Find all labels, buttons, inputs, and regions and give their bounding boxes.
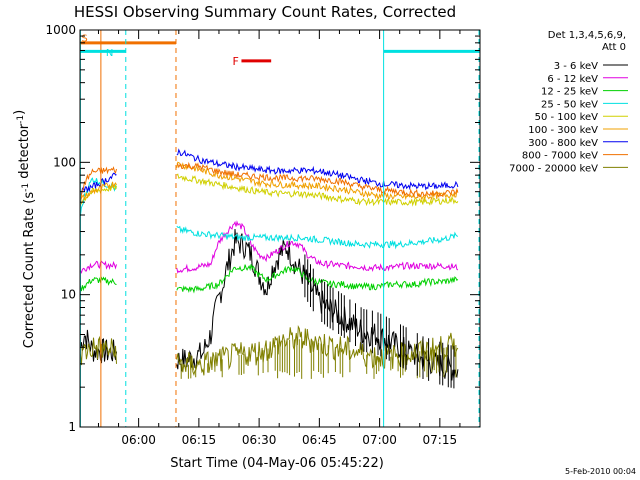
series-line-300-800-kev-0 [80, 172, 117, 196]
series-line-6-12-kev-1 [176, 220, 459, 274]
series-line-25-50-kev-1 [176, 225, 459, 250]
y-axis-label: Corrected Count Rate (s-1 detector-1) [12, 110, 37, 348]
legend-label-7000-20000-kev: 7000 - 20000 keV [509, 163, 598, 174]
chart-title: HESSI Observing Summary Count Rates, Cor… [74, 3, 456, 21]
series-line-12-25-kev-1 [176, 264, 459, 294]
y-axis: 1 10 100 1000 [45, 23, 480, 434]
x-tick-label: 07:00 [362, 433, 397, 447]
series-line-7000-20000-kev-1 [176, 324, 459, 376]
x-tick-label: 06:45 [302, 433, 337, 447]
series-line-100-300-kev-1 [176, 161, 459, 201]
series-line-100-300-kev-0 [80, 181, 117, 202]
flare-flag-label: F [232, 55, 238, 68]
plot-frame [79, 29, 481, 428]
series-spikes-3-6-kev [304, 254, 455, 389]
legend-label-12-25-kev: 12 - 25 keV [541, 87, 598, 98]
series-line-300-800-kev-1 [176, 148, 459, 191]
series-spikes-7000-20000-kev [180, 339, 457, 379]
series-line-800-7000-kev-1 [176, 161, 459, 198]
series-line-800-7000-kev-0 [79, 166, 117, 207]
legend-label-300-800-kev: 300 - 800 keV [528, 138, 598, 149]
legend: Det 1,3,4,5,6,9,Att 0 3 - 6 keV 6 - 12 keV… [509, 30, 628, 174]
legend-label-100-300-kev: 100 - 300 keV [528, 125, 598, 136]
y-tick-label: 100 [53, 155, 76, 169]
x-tick-label: 07:15 [423, 433, 458, 447]
legend-label-6-12-kev: 6 - 12 keV [547, 74, 598, 85]
legend-label-3-6-kev: 3 - 6 keV [554, 61, 598, 72]
marker-label-s: S [81, 33, 87, 44]
timestamp: 5-Feb-2010 00:04 [565, 467, 636, 476]
y-tick-label: 1 [68, 420, 76, 434]
legend-label-800-7000-kev: 800 - 7000 keV [522, 151, 598, 162]
legend-header-line: Det 1,3,4,5,6,9, [548, 30, 626, 41]
series-line-7000-20000-kev-0 [79, 335, 117, 366]
plot-area: F S N [79, 30, 480, 427]
marker-label-n: N [106, 48, 113, 59]
legend-label-25-50-kev: 25 - 50 keV [541, 99, 598, 110]
x-axis-label: Start Time (04-May-06 05:45:22) [170, 456, 384, 471]
y-tick-label: 10 [61, 288, 76, 302]
x-tick-label: 06:30 [242, 433, 277, 447]
legend-label-50-100-kev: 50 - 100 keV [535, 112, 599, 123]
y-tick-label: 1000 [45, 23, 76, 37]
legend-header-line: Att 0 [602, 42, 626, 53]
series-line-6-12-kev-0 [79, 260, 117, 274]
x-tick-label: 06:00 [121, 433, 156, 447]
x-tick-label: 06:15 [182, 433, 217, 447]
series-line-12-25-kev-0 [79, 276, 117, 292]
x-axis: 06:00 06:15 06:30 06:45 07:00 07:15 [97, 30, 481, 447]
series-line-50-100-kev-1 [176, 173, 459, 207]
